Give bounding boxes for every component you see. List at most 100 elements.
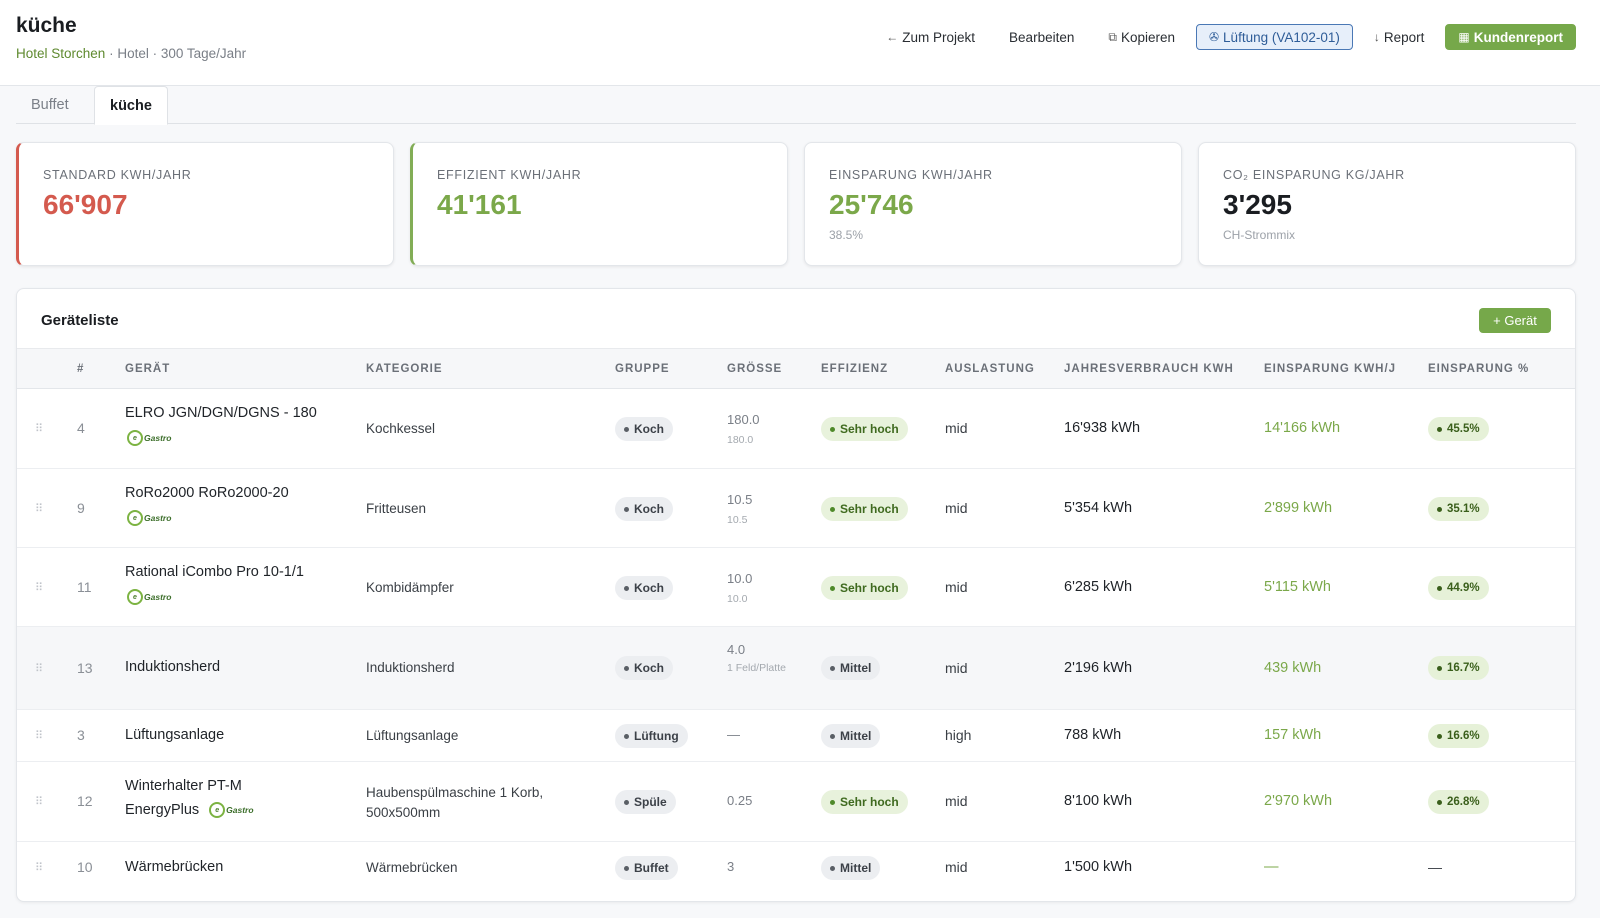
group-badge: Buffet — [615, 856, 678, 880]
device-category: Induktionsherd — [366, 660, 455, 675]
device-load: mid — [945, 660, 968, 676]
device-name[interactable]: RoRo2000 RoRo2000-20 — [125, 485, 289, 501]
table-row[interactable]: ⠿ 10 Wärmebrücken Wärmebrücken Buffet 3 … — [17, 842, 1575, 895]
col-load: Auslastung — [945, 363, 1035, 375]
download-icon: ↓ — [1373, 30, 1380, 44]
device-name[interactable]: Rational iCombo Pro 10-1/1 — [125, 564, 304, 580]
table-row[interactable]: ⠿ 12 Winterhalter PT-M EnergyPlus e Gastr… — [17, 762, 1575, 842]
device-saving-pct: — — [1428, 859, 1442, 875]
device-size: 180.0 180.0 — [727, 412, 760, 446]
table-row[interactable]: ⠿ 4 ELRO JGN/DGN/DGNS - 180 e Gastro Koch… — [17, 389, 1575, 469]
drag-handle-icon[interactable]: ⠿ — [35, 862, 43, 874]
customer-report-button[interactable]: ▦ Kundenreport — [1445, 24, 1576, 50]
saving-pct-badge: 35.1% — [1428, 497, 1489, 521]
col-saving-pct: Einsparung % — [1428, 363, 1530, 375]
device-saving: 439 kWh — [1264, 660, 1322, 676]
device-load: high — [945, 727, 972, 743]
efficiency-badge: Sehr hoch — [821, 576, 908, 600]
group-badge: Koch — [615, 497, 673, 521]
efficiency-badge: Sehr hoch — [821, 417, 908, 441]
device-consumption: 6'285 kWh — [1064, 579, 1133, 595]
page-header: küche Hotel Storchen · Hotel · 300 Tage/… — [0, 0, 1600, 86]
saving-pct-badge: 16.6% — [1428, 724, 1489, 748]
efficiency-badge: Mittel — [821, 856, 881, 880]
device-consumption: 788 kWh — [1064, 727, 1122, 743]
table-row[interactable]: ⠿ 3 Lüftungsanlage Lüftungsanlage Lüftun… — [17, 710, 1575, 762]
device-saving: 2'970 kWh — [1264, 793, 1333, 809]
efficiency-badge: Mittel — [821, 656, 881, 680]
table-row[interactable]: ⠿ 9 RoRo2000 RoRo2000-20 e Gastro Fritteu… — [17, 469, 1575, 548]
stat-value: 25'746 — [829, 189, 914, 220]
device-consumption: 8'100 kWh — [1064, 793, 1133, 809]
subtitle-meta: · Hotel · 300 Tage/Jahr — [109, 46, 247, 61]
group-badge: Koch — [615, 576, 673, 600]
ecogastro-logo-icon: e Gastro — [125, 427, 174, 449]
device-category: Kochkessel — [366, 421, 436, 436]
chart-icon: ▦ — [1458, 30, 1470, 44]
copy-icon: ⧉ — [1108, 29, 1117, 44]
device-consumption: 1'500 kWh — [1064, 859, 1133, 875]
copy-button[interactable]: ⧉ Kopieren — [1108, 29, 1175, 45]
stat-sub: 38.5% — [829, 228, 864, 242]
device-consumption: 2'196 kWh — [1064, 660, 1133, 676]
efficiency-badge: Mittel — [821, 724, 881, 748]
device-size: 10.5 10.5 — [727, 492, 753, 526]
page-title: küche — [16, 14, 77, 37]
group-badge: Spüle — [615, 790, 676, 814]
report-button[interactable]: ↓ Report — [1373, 29, 1425, 45]
ecogastro-logo-icon: e Gastro — [125, 507, 174, 529]
stat-sub: CH-Strommix — [1223, 228, 1295, 242]
device-name[interactable]: ELRO JGN/DGN/DGNS - 180 — [125, 405, 317, 421]
saving-pct-badge: 16.7% — [1428, 656, 1489, 680]
drag-handle-icon[interactable]: ⠿ — [35, 796, 43, 808]
device-saving: 157 kWh — [1264, 727, 1322, 743]
device-size: 10.0 10.0 — [727, 571, 753, 605]
table-row[interactable]: ⠿ 13 Induktionsherd Induktionsherd Koch … — [17, 627, 1575, 710]
ecogastro-logo-icon: e Gastro — [125, 586, 174, 608]
device-saving: 14'166 kWh — [1264, 420, 1341, 436]
project-link[interactable]: Hotel Storchen — [16, 46, 106, 61]
drag-handle-icon[interactable]: ⠿ — [35, 582, 43, 594]
device-saving: 5'115 kWh — [1264, 579, 1331, 595]
stat-card-co2: CO₂ Einsparung kg/Jahr 3'295 CH-Strommix — [1198, 142, 1576, 266]
device-name[interactable]: Wärmebrücken — [125, 859, 224, 875]
device-category: Lüftungsanlage — [366, 728, 459, 743]
col-saving: Einsparung kWh/J — [1264, 363, 1397, 375]
saving-pct-badge: 44.9% — [1428, 576, 1489, 600]
table-row[interactable]: ⠿ 11 Rational iCombo Pro 10-1/1 e Gastro … — [17, 548, 1575, 627]
device-name[interactable]: Lüftungsanlage — [125, 727, 225, 743]
saving-pct-badge: 26.8% — [1428, 790, 1489, 814]
table-header: # Gerät Kategorie Gruppe Grösse Effizien… — [17, 348, 1575, 389]
device-load: mid — [945, 420, 968, 436]
stat-card-savings: Einsparung kWh/Jahr 25'746 38.5% — [804, 142, 1182, 266]
back-to-project-button[interactable]: ← Zum Projekt — [886, 29, 976, 45]
device-list-title: Geräteliste — [41, 312, 119, 329]
device-load: mid — [945, 579, 968, 595]
col-size: Grösse — [727, 363, 783, 375]
drag-handle-icon[interactable]: ⠿ — [35, 503, 43, 515]
tab-bar: Buffet küche — [16, 86, 1576, 125]
device-category: Kombidämpfer — [366, 580, 454, 595]
tab-kueche[interactable]: küche — [94, 86, 168, 125]
device-name[interactable]: Winterhalter PT-M — [125, 778, 242, 794]
ecogastro-logo-icon: e Gastro — [207, 799, 256, 821]
col-efficiency: Effizienz — [821, 363, 889, 375]
header-actions: ← Zum Projekt Bearbeiten ⧉ Kopieren ✇ Lü… — [873, 24, 1576, 50]
stat-card-standard: Standard kWh/Jahr 66'907 — [16, 142, 394, 266]
device-category: Haubenspülmaschine 1 Korb, 500x500mm — [366, 785, 544, 820]
device-size: 4.0 1 Feld/Platte — [727, 642, 786, 674]
drag-handle-icon[interactable]: ⠿ — [35, 730, 43, 742]
page-subtitle: Hotel Storchen · Hotel · 300 Tage/Jahr — [16, 46, 246, 61]
device-name[interactable]: Induktionsherd — [125, 659, 221, 675]
col-group: Gruppe — [615, 363, 670, 375]
drag-handle-icon[interactable]: ⠿ — [35, 423, 43, 435]
tab-buffet[interactable]: Buffet — [31, 97, 69, 113]
drag-handle-icon[interactable]: ⠿ — [35, 663, 43, 675]
add-device-button[interactable]: + Gerät — [1479, 308, 1551, 333]
device-size: 3 — [727, 859, 735, 874]
device-saving: — — [1264, 859, 1279, 875]
device-category: Fritteusen — [366, 501, 427, 516]
ventilation-button[interactable]: ✇ Lüftung (VA102-01) — [1195, 24, 1353, 50]
device-size: — — [727, 727, 740, 742]
edit-button[interactable]: Bearbeiten — [1009, 29, 1075, 45]
